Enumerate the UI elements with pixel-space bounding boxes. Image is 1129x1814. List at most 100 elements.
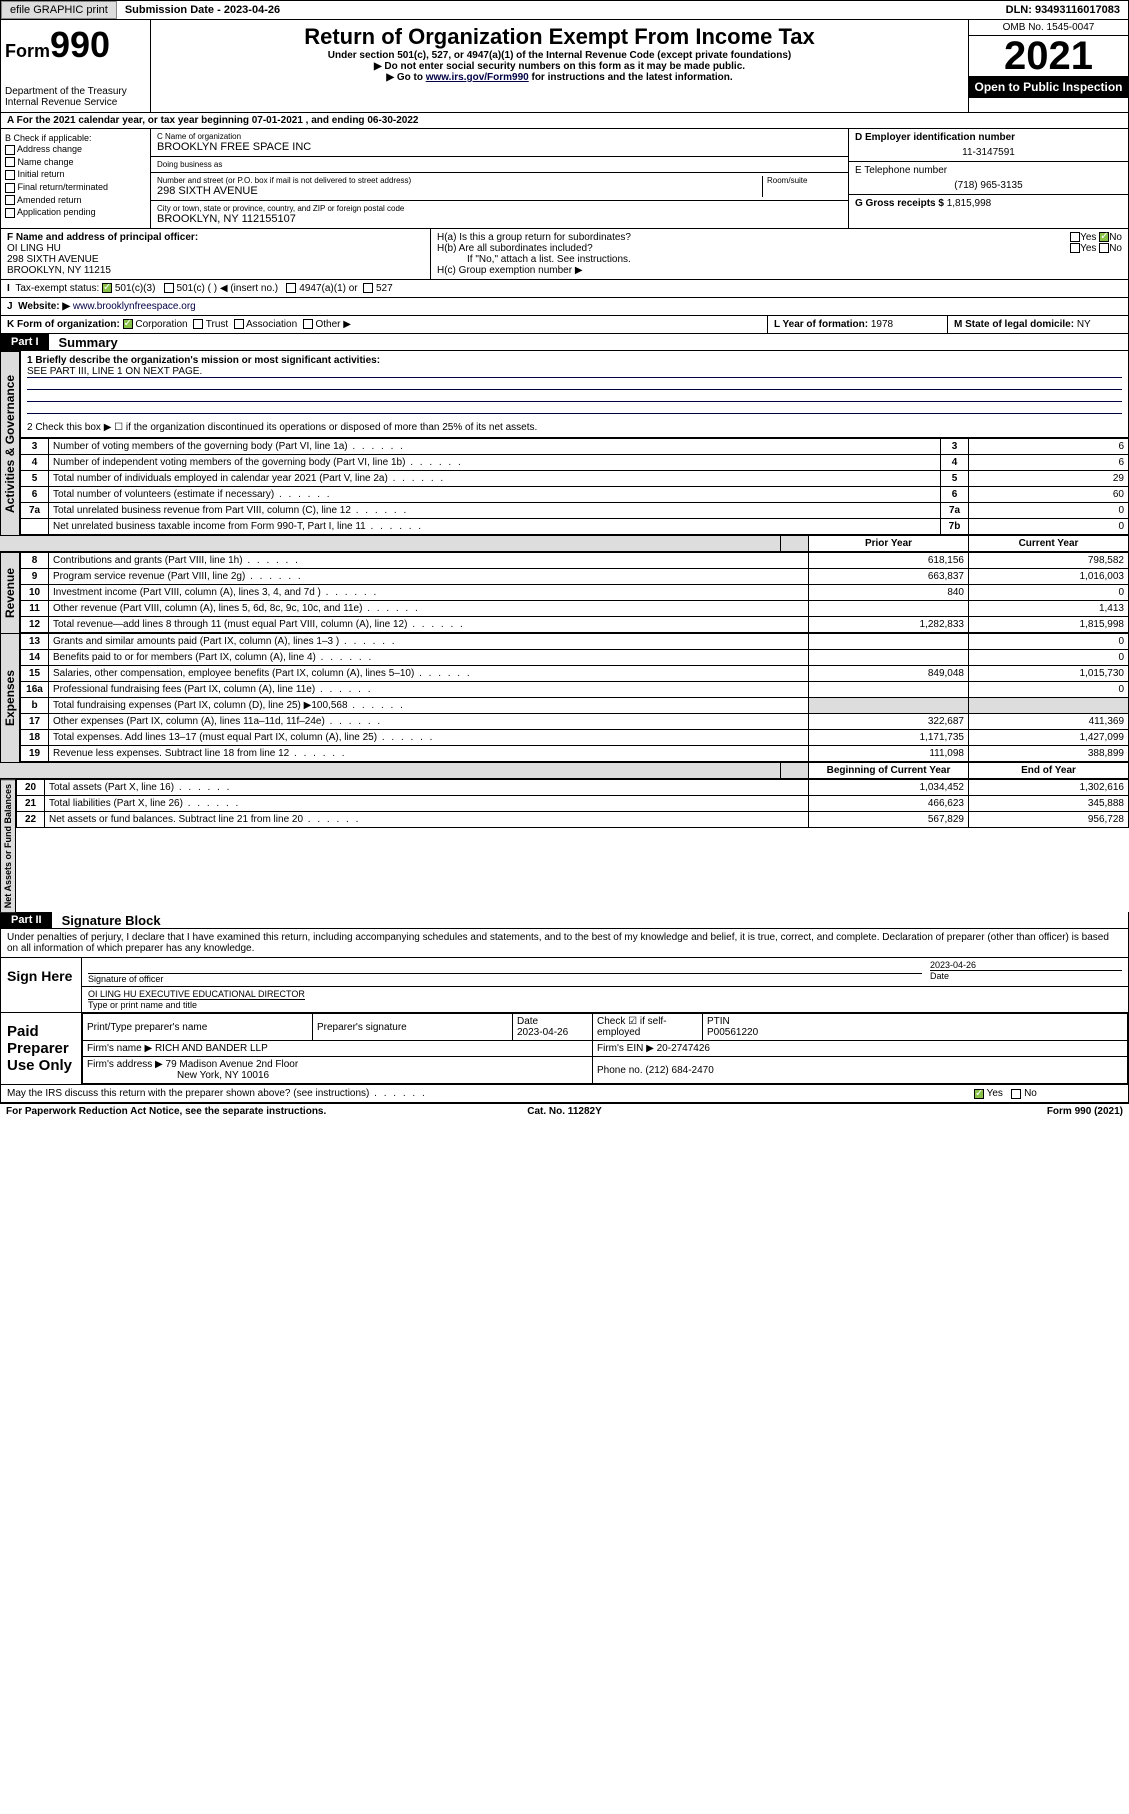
chk-corp[interactable]	[123, 319, 133, 329]
firm-addr1: 79 Madison Avenue 2nd Floor	[166, 1059, 299, 1070]
gov-table: 3 Number of voting members of the govern…	[20, 438, 1129, 535]
chk-address-change[interactable]: Address change	[5, 143, 146, 156]
line-value: 0	[969, 519, 1129, 535]
firm-ein-lbl: Firm's EIN ▶	[597, 1043, 654, 1054]
part-1-tag: Part I	[1, 334, 49, 350]
officer-addr2: BROOKLYN, NY 11215	[7, 265, 111, 276]
chk-final-return[interactable]: Final return/terminated	[5, 181, 146, 194]
form-number: Form990	[5, 24, 146, 66]
firm-name-lbl: Firm's name ▶	[87, 1043, 152, 1054]
line-code: 5	[941, 471, 969, 487]
chk-discuss-no[interactable]	[1011, 1089, 1021, 1099]
form-subtitle-1: Under section 501(c), 527, or 4947(a)(1)…	[155, 50, 964, 61]
line-num: 15	[21, 666, 49, 682]
end-year-hdr: End of Year	[969, 763, 1129, 779]
chk-501c[interactable]	[164, 283, 174, 293]
form-subtitle-2: ▶ Do not enter social security numbers o…	[155, 61, 964, 72]
line-1-mission-text: SEE PART III, LINE 1 ON NEXT PAGE.	[27, 366, 1122, 378]
line-num: 7a	[21, 503, 49, 519]
line-text: Benefits paid to or for members (Part IX…	[49, 650, 809, 666]
ptin-value: P00561220	[707, 1027, 758, 1038]
may-irs-discuss: May the IRS discuss this return with the…	[0, 1085, 1129, 1103]
line-text: Number of voting members of the governin…	[49, 439, 941, 455]
hb-note: If "No," attach a list. See instructions…	[437, 254, 1122, 265]
line-text: Total unrelated business revenue from Pa…	[49, 503, 941, 519]
firm-name: RICH AND BANDER LLP	[155, 1043, 268, 1054]
chk-other[interactable]	[303, 319, 313, 329]
city-state-zip: BROOKLYN, NY 112155107	[157, 213, 842, 225]
current-year-val: 1,815,998	[969, 617, 1129, 633]
current-year-val: 1,302,616	[969, 780, 1129, 796]
current-year-hdr: Current Year	[969, 536, 1129, 552]
current-year-val: 0	[969, 585, 1129, 601]
line-text: Total assets (Part X, line 16)	[45, 780, 809, 796]
line-text: Total fundraising expenses (Part IX, col…	[49, 698, 809, 714]
line-code: 3	[941, 439, 969, 455]
prior-year-val	[809, 650, 969, 666]
line-num: 11	[21, 601, 49, 617]
line-num: 3	[21, 439, 49, 455]
sign-here-block: Sign Here Signature of officer 2023-04-2…	[0, 958, 1129, 1013]
street-address: 298 SIXTH AVENUE	[157, 185, 762, 197]
org-name: BROOKLYN FREE SPACE INC	[157, 141, 842, 153]
prior-year-hdr: Prior Year	[809, 536, 969, 552]
chk-amended[interactable]: Amended return	[5, 194, 146, 207]
line-code: 7a	[941, 503, 969, 519]
line-num: 9	[21, 569, 49, 585]
prior-year-val: 1,282,833	[809, 617, 969, 633]
row-k-l-m: K Form of organization: Corporation Trus…	[0, 316, 1129, 334]
chk-discuss-yes[interactable]	[974, 1089, 984, 1099]
firm-addr-lbl: Firm's address ▶	[87, 1059, 163, 1070]
chk-name-change[interactable]: Name change	[5, 156, 146, 169]
part-2-name: Signature Block	[52, 913, 161, 928]
tax-exempt-label: Tax-exempt status:	[15, 283, 99, 294]
firm-phone-lbl: Phone no.	[597, 1065, 643, 1076]
line-num: 4	[21, 455, 49, 471]
irs-link[interactable]: www.irs.gov/Form990	[426, 72, 529, 83]
line-num: 20	[17, 780, 45, 796]
side-governance: Activities & Governance	[0, 351, 20, 535]
submission-date: Submission Date - 2023-04-26	[117, 2, 288, 18]
form-header: Form990 Department of the Treasury Inter…	[0, 20, 1129, 113]
side-expenses: Expenses	[0, 633, 20, 762]
chk-initial-return[interactable]: Initial return	[5, 168, 146, 181]
chk-527[interactable]	[363, 283, 373, 293]
dept-treasury: Department of the Treasury	[5, 86, 146, 97]
part-1-header: Part I Summary	[0, 334, 1129, 351]
addr-label: Number and street (or P.O. box if mail i…	[157, 176, 762, 185]
line-num: 17	[21, 714, 49, 730]
side-net-assets: Net Assets or Fund Balances	[0, 779, 16, 912]
sig-date: 2023-04-26 Date	[922, 960, 1122, 984]
ein-label: D Employer identification number	[855, 132, 1015, 143]
line-code: 6	[941, 487, 969, 503]
line-text: Investment income (Part VIII, column (A)…	[49, 585, 809, 601]
line-text: Program service revenue (Part VIII, line…	[49, 569, 809, 585]
prior-year-val: 840	[809, 585, 969, 601]
line-text: Total number of individuals employed in …	[49, 471, 941, 487]
phone-label: E Telephone number	[855, 165, 947, 176]
website-link[interactable]: www.brooklynfreespace.org	[73, 301, 196, 312]
chk-assoc[interactable]	[234, 319, 244, 329]
line-num: b	[21, 698, 49, 714]
line-num: 22	[17, 812, 45, 828]
part-2-header: Part II Signature Block	[0, 912, 1129, 929]
chk-trust[interactable]	[193, 319, 203, 329]
officer-name: OI LING HU	[7, 243, 61, 254]
chk-app-pending[interactable]: Application pending	[5, 206, 146, 219]
ptin-lbl: PTIN	[707, 1016, 730, 1027]
ha-group-return: H(a) Is this a group return for subordin…	[437, 232, 1122, 243]
line-text: Net assets or fund balances. Subtract li…	[45, 812, 809, 828]
prior-year-val	[809, 601, 969, 617]
prior-year-val	[809, 634, 969, 650]
efile-button[interactable]: efile GRAPHIC print	[1, 1, 117, 19]
net-assets-table: 20 Total assets (Part X, line 16) 1,034,…	[16, 779, 1129, 828]
line-num: 19	[21, 746, 49, 762]
preparer-table: Print/Type preparer's name Preparer's si…	[82, 1013, 1128, 1084]
current-year-val: 1,016,003	[969, 569, 1129, 585]
chk-4947[interactable]	[286, 283, 296, 293]
officer-print-name: OI LING HU EXECUTIVE EDUCATIONAL DIRECTO…	[88, 989, 305, 1010]
footer-catno: Cat. No. 11282Y	[378, 1106, 750, 1117]
line-2-discontinued: 2 Check this box ▶ ☐ if the organization…	[27, 422, 1122, 433]
line-text: Grants and similar amounts paid (Part IX…	[49, 634, 809, 650]
chk-501c3[interactable]	[102, 283, 112, 293]
